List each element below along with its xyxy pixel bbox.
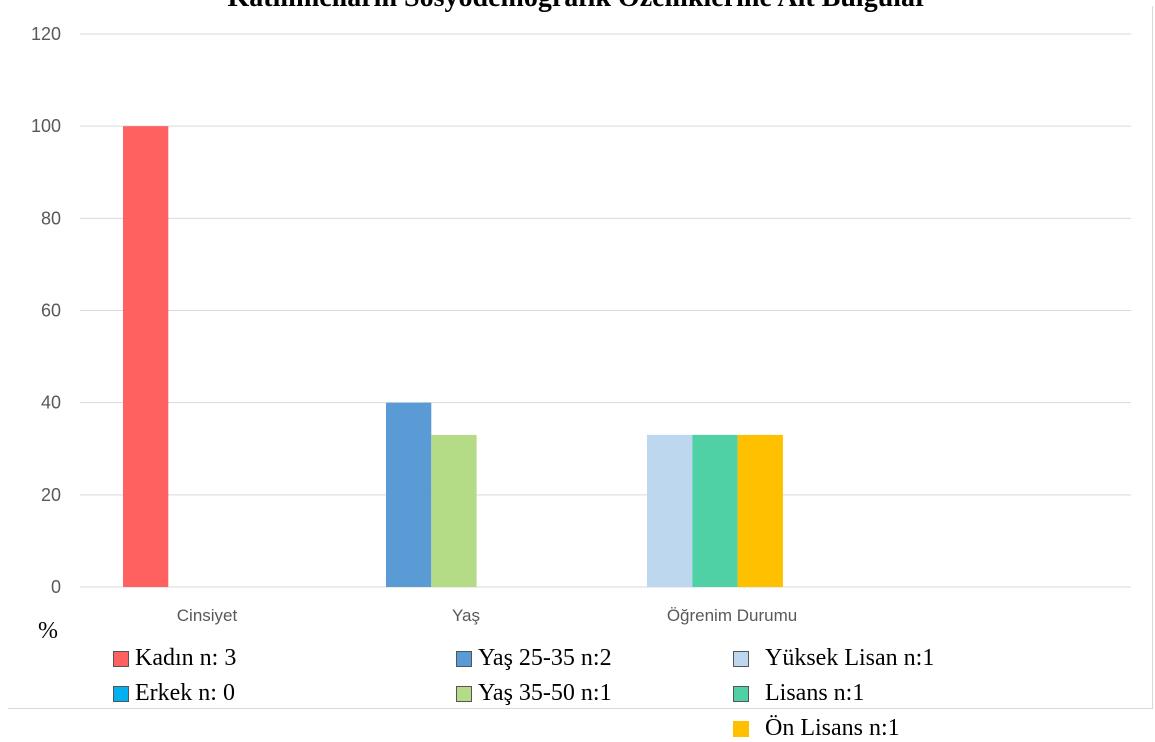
legend-swatch: [733, 720, 749, 737]
y-tick-label: 80: [41, 208, 61, 228]
legend-label: Yüksek Lisan n:1: [765, 645, 935, 671]
bar-1-0: [386, 402, 432, 587]
legend-label: Kadın n: 3: [135, 645, 237, 671]
chart-frame: [8, 6, 1153, 709]
x-category-label: Cinsiyet: [177, 606, 238, 625]
legend-item: Lisans n:1: [733, 680, 864, 707]
bar-2-1: [692, 434, 738, 587]
x-category-label: Öğrenim Durumu: [667, 606, 797, 625]
legend-swatch: [456, 685, 472, 702]
y-tick-label: 120: [31, 24, 61, 44]
legend-item: Ön Lisans n:1: [733, 715, 900, 742]
legend-item: Erkek n: 0: [113, 680, 235, 707]
y-tick-label: 0: [51, 577, 61, 597]
legend-label: Erkek n: 0: [135, 680, 235, 706]
legend-item: Kadın n: 3: [113, 645, 236, 672]
legend-label: Lisans n:1: [765, 680, 865, 706]
y-tick-label: 40: [41, 393, 61, 413]
bar-2-2: [737, 434, 783, 587]
y-tick-label: 20: [41, 485, 61, 505]
bar-1-1: [431, 434, 477, 587]
bar-0-0: [123, 126, 169, 587]
legend-label: Yaş 35-50 n:1: [478, 680, 612, 706]
legend-swatch: [456, 650, 472, 667]
legend-item: Yaş 35-50 n:1: [456, 680, 612, 707]
legend-label: Yaş 25-35 n:2: [478, 645, 612, 671]
legend-swatch: [113, 685, 129, 702]
legend-swatch: [113, 650, 129, 667]
x-category-label: Yaş: [452, 606, 480, 625]
legend-label: Ön Lisans n:1: [765, 715, 900, 741]
bar-2-0: [647, 434, 693, 587]
legend-item: Yüksek Lisan n:1: [733, 645, 934, 672]
y-tick-label: 100: [31, 116, 61, 136]
legend-swatch: [733, 650, 749, 667]
chart-title: Katılımcıların Sosyodemografik Özellikle…: [0, 0, 1155, 14]
y-unit-label: %: [38, 618, 58, 644]
y-tick-label: 60: [41, 301, 61, 321]
legend-item: Yaş 25-35 n:2: [456, 645, 612, 672]
legend-swatch: [733, 685, 749, 702]
